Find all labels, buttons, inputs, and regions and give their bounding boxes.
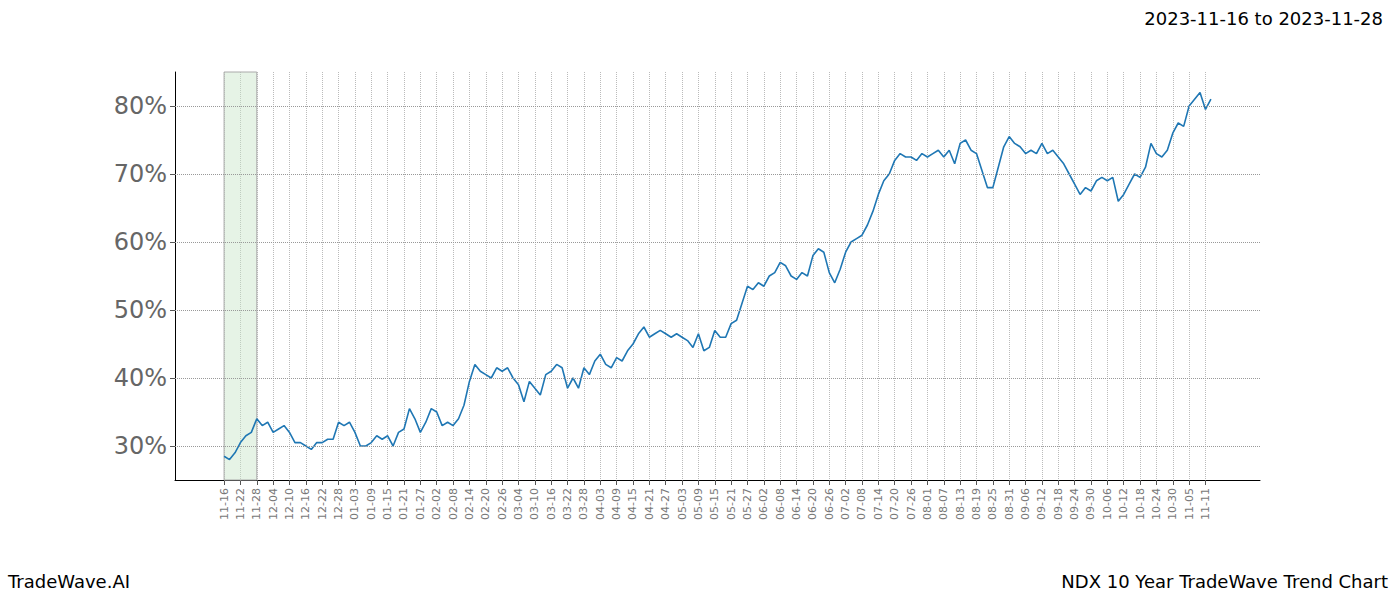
svg-text:07-02: 07-02 bbox=[839, 488, 852, 520]
svg-text:09-24: 09-24 bbox=[1068, 488, 1081, 520]
svg-text:02-02: 02-02 bbox=[430, 488, 443, 520]
svg-text:04-03: 04-03 bbox=[594, 488, 607, 520]
svg-text:03-10: 03-10 bbox=[528, 488, 541, 520]
svg-text:12-28: 12-28 bbox=[332, 488, 345, 520]
svg-text:01-27: 01-27 bbox=[414, 488, 427, 520]
svg-text:70%: 70% bbox=[114, 160, 167, 188]
svg-text:11-16: 11-16 bbox=[218, 488, 231, 520]
svg-text:08-01: 08-01 bbox=[921, 488, 934, 520]
svg-text:10-12: 10-12 bbox=[1117, 488, 1130, 520]
svg-text:04-15: 04-15 bbox=[626, 488, 639, 520]
svg-text:80%: 80% bbox=[114, 92, 167, 120]
svg-text:TradeWave.AI: TradeWave.AI bbox=[7, 571, 130, 592]
svg-text:10-24: 10-24 bbox=[1150, 488, 1163, 520]
svg-text:02-14: 02-14 bbox=[463, 488, 476, 520]
svg-text:11-22: 11-22 bbox=[234, 488, 247, 520]
svg-text:08-31: 08-31 bbox=[1003, 488, 1016, 520]
svg-text:08-19: 08-19 bbox=[970, 488, 983, 520]
svg-text:05-21: 05-21 bbox=[725, 488, 738, 520]
svg-text:30%: 30% bbox=[114, 432, 167, 460]
svg-text:60%: 60% bbox=[114, 228, 167, 256]
svg-text:07-14: 07-14 bbox=[872, 488, 885, 520]
svg-text:08-07: 08-07 bbox=[937, 488, 950, 520]
svg-text:50%: 50% bbox=[114, 296, 167, 324]
svg-text:02-26: 02-26 bbox=[496, 488, 509, 520]
svg-text:11-11: 11-11 bbox=[1199, 488, 1212, 520]
svg-text:02-20: 02-20 bbox=[479, 488, 492, 520]
svg-text:07-20: 07-20 bbox=[888, 488, 901, 520]
svg-text:04-21: 04-21 bbox=[643, 488, 656, 520]
svg-text:02-08: 02-08 bbox=[447, 488, 460, 520]
svg-text:01-03: 01-03 bbox=[348, 488, 361, 520]
svg-text:08-13: 08-13 bbox=[954, 488, 967, 520]
svg-text:12-16: 12-16 bbox=[299, 488, 312, 520]
svg-text:05-09: 05-09 bbox=[692, 488, 705, 520]
svg-text:06-14: 06-14 bbox=[790, 488, 803, 520]
svg-text:10-18: 10-18 bbox=[1134, 488, 1147, 520]
svg-text:12-04: 12-04 bbox=[267, 488, 280, 520]
svg-text:11-28: 11-28 bbox=[250, 488, 263, 520]
svg-text:12-10: 12-10 bbox=[283, 488, 296, 520]
svg-text:06-20: 06-20 bbox=[806, 488, 819, 520]
svg-text:06-02: 06-02 bbox=[757, 488, 770, 520]
svg-text:08-25: 08-25 bbox=[986, 488, 999, 520]
svg-text:04-27: 04-27 bbox=[659, 488, 672, 520]
svg-text:07-08: 07-08 bbox=[855, 488, 868, 520]
svg-text:NDX 10 Year TradeWave Trend Ch: NDX 10 Year TradeWave Trend Chart bbox=[1061, 571, 1388, 592]
svg-text:12-22: 12-22 bbox=[316, 488, 329, 520]
svg-text:03-04: 03-04 bbox=[512, 488, 525, 520]
svg-text:2023-11-16 to 2023-11-28: 2023-11-16 to 2023-11-28 bbox=[1144, 8, 1383, 29]
svg-text:05-03: 05-03 bbox=[676, 488, 689, 520]
svg-text:09-18: 09-18 bbox=[1052, 488, 1065, 520]
svg-text:06-08: 06-08 bbox=[774, 488, 787, 520]
svg-text:09-12: 09-12 bbox=[1035, 488, 1048, 520]
svg-text:01-09: 01-09 bbox=[365, 488, 378, 520]
svg-text:09-06: 09-06 bbox=[1019, 488, 1032, 520]
svg-text:10-30: 10-30 bbox=[1166, 488, 1179, 520]
svg-text:01-15: 01-15 bbox=[381, 488, 394, 520]
svg-text:01-21: 01-21 bbox=[397, 488, 410, 520]
svg-text:04-09: 04-09 bbox=[610, 488, 623, 520]
svg-text:40%: 40% bbox=[114, 364, 167, 392]
svg-text:11-05: 11-05 bbox=[1183, 488, 1196, 520]
svg-text:05-15: 05-15 bbox=[708, 488, 721, 520]
svg-text:05-27: 05-27 bbox=[741, 488, 754, 520]
svg-text:10-06: 10-06 bbox=[1101, 488, 1114, 520]
svg-text:09-30: 09-30 bbox=[1084, 488, 1097, 520]
svg-text:06-26: 06-26 bbox=[823, 488, 836, 520]
svg-text:03-22: 03-22 bbox=[561, 488, 574, 520]
svg-text:03-28: 03-28 bbox=[577, 488, 590, 520]
svg-text:07-26: 07-26 bbox=[905, 488, 918, 520]
svg-text:03-16: 03-16 bbox=[545, 488, 558, 520]
